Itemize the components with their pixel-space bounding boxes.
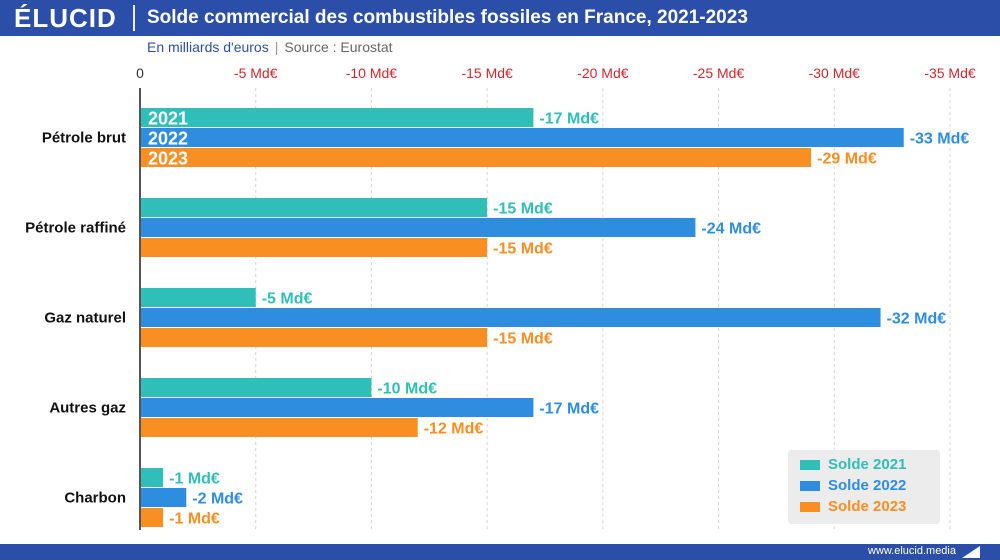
data-label-1-0: -15 Md€: [493, 201, 553, 218]
bar-3-1: [140, 398, 534, 417]
year-label-0: 2021: [148, 109, 188, 129]
chart-legend: Solde 2021 Solde 2022 Solde 2023: [788, 450, 940, 524]
tick-label-0: 0: [136, 65, 144, 81]
legend-swatch-2022: [800, 481, 820, 491]
bar-4-0: [140, 468, 164, 487]
tick-label-4: -20 Md€: [577, 65, 629, 81]
category-label-3: Autres gaz: [49, 400, 126, 417]
footer-bar: www.elucid.media: [0, 544, 1000, 560]
legend-label-2022: Solde 2022: [828, 477, 907, 494]
tick-label-1: -5 Md€: [234, 65, 278, 81]
bar-0-2: [140, 148, 812, 167]
bar-2-2: [140, 328, 488, 347]
bar-0-1: [140, 128, 904, 147]
legend-label-2021: Solde 2021: [828, 456, 907, 473]
data-label-3-0: -10 Md€: [377, 381, 437, 398]
tick-label-7: -35 Md€: [924, 65, 976, 81]
brand-mark-icon: [962, 546, 980, 558]
unit-label: En milliards d'euros: [147, 39, 269, 55]
data-label-1-2: -15 Md€: [493, 241, 553, 258]
bar-3-0: [140, 378, 372, 397]
header-bar: ÉLUCID Solde commercial des combustibles…: [0, 0, 1000, 36]
subtitle-separator: |: [274, 39, 279, 55]
bar-4-2: [140, 508, 164, 527]
data-label-3-2: -12 Md€: [424, 421, 484, 438]
footer-url: www.elucid.media: [867, 545, 956, 557]
bar-2-1: [140, 308, 881, 327]
data-label-2-1: -32 Md€: [887, 311, 947, 328]
data-label-2-2: -15 Md€: [493, 331, 553, 348]
bar-1-0: [140, 198, 488, 217]
legend-swatch-2023: [800, 502, 820, 512]
legend-label-2023: Solde 2023: [828, 498, 907, 515]
tick-label-5: -25 Md€: [693, 65, 745, 81]
data-label-2-0: -5 Md€: [262, 291, 313, 308]
tick-label-6: -30 Md€: [809, 65, 861, 81]
bar-3-2: [140, 418, 418, 437]
year-label-2: 2023: [148, 149, 188, 169]
data-label-0-2: -29 Md€: [817, 151, 877, 168]
category-label-0: Pétrole brut: [42, 130, 126, 147]
category-label-2: Gaz naturel: [44, 310, 126, 327]
chart-subtitle: En milliards d'euros | Source : Eurostat: [147, 39, 393, 55]
data-label-4-0: -1 Md€: [169, 471, 220, 488]
bar-0-0: [140, 108, 534, 127]
tick-label-2: -10 Md€: [346, 65, 398, 81]
year-label-1: 2022: [148, 129, 188, 149]
data-label-1-1: -24 Md€: [701, 221, 761, 238]
bar-1-2: [140, 238, 488, 257]
legend-swatch-2021: [800, 460, 820, 470]
logo-divider: [133, 5, 135, 31]
brand-logo: ÉLUCID: [14, 3, 117, 33]
chart-title: Solde commercial des combustibles fossil…: [147, 7, 748, 28]
category-label-1: Pétrole raffiné: [25, 220, 126, 237]
source-label: Source : Eurostat: [284, 39, 393, 55]
data-label-0-0: -17 Md€: [539, 111, 599, 128]
bar-4-1: [140, 488, 187, 507]
tick-label-3: -15 Md€: [461, 65, 513, 81]
data-label-3-1: -17 Md€: [539, 401, 599, 418]
bar-2-0: [140, 288, 256, 307]
data-label-0-1: -33 Md€: [910, 131, 970, 148]
data-label-4-2: -1 Md€: [169, 511, 220, 528]
data-label-4-1: -2 Md€: [192, 491, 243, 508]
bar-1-1: [140, 218, 696, 237]
category-label-4: Charbon: [64, 490, 126, 507]
